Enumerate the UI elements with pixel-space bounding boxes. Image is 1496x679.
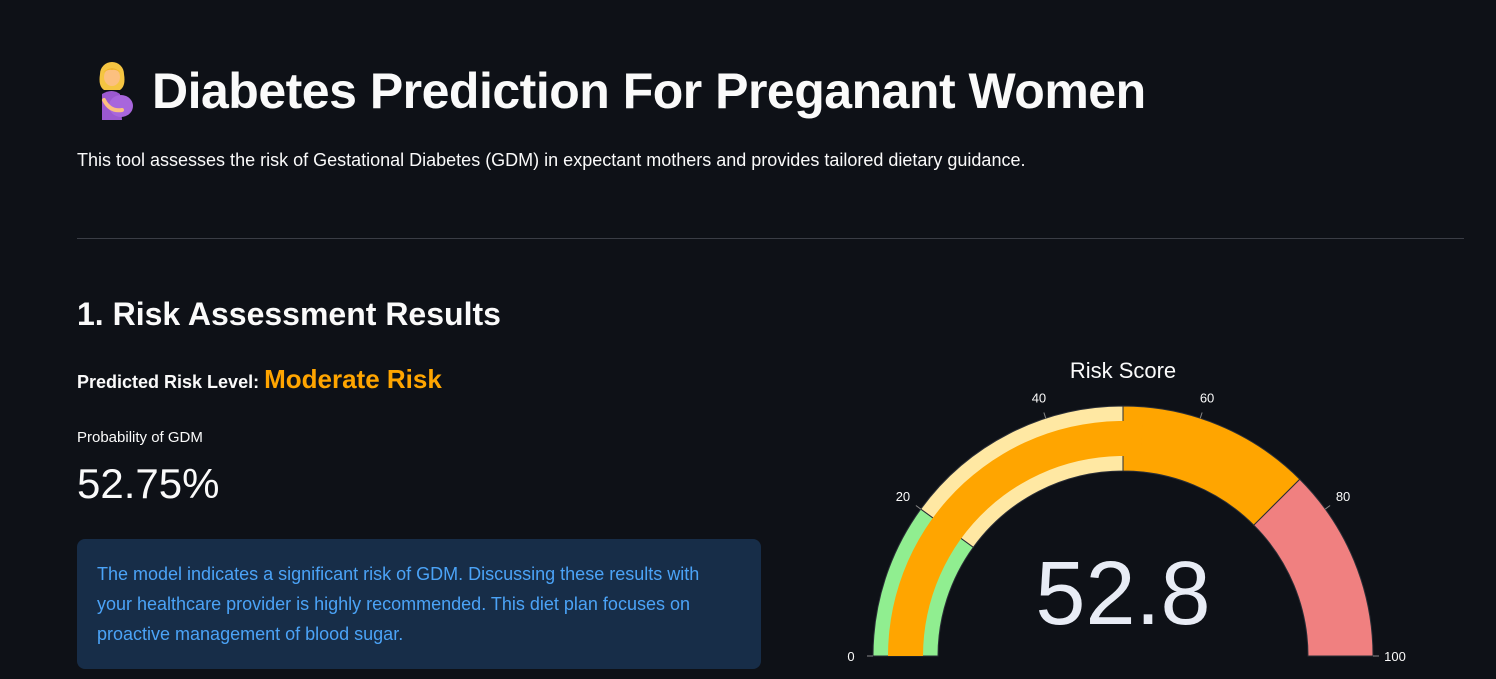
gauge-value-bar: [888, 421, 1144, 656]
section-heading: 1. Risk Assessment Results: [77, 296, 501, 332]
gauge-tick-40: [1043, 412, 1047, 419]
pregnant-woman-icon: [99, 62, 133, 120]
metric-value: 52.75%: [77, 460, 220, 507]
gauge-tick-20: [915, 505, 922, 510]
title-row: Diabetes Prediction For Preganant Women: [88, 60, 1146, 122]
risk-level-row: Predicted Risk Level: Moderate Risk: [77, 364, 442, 395]
gauge-tick-label-60: 60: [1200, 390, 1214, 405]
divider: [77, 238, 1464, 239]
gauge-title: Risk Score: [1070, 358, 1176, 383]
gauge-tick-label-80: 80: [1336, 489, 1350, 504]
risk-gauge-svg: Risk Score 0 20 40 60 80 100 52.8: [847, 358, 1405, 664]
gauge-ticks: 0 20 40 60 80 100: [847, 390, 1405, 664]
page-title: Diabetes Prediction For Preganant Women: [152, 63, 1146, 119]
risk-level-value: Moderate Risk: [264, 364, 442, 394]
info-alert: The model indicates a significant risk o…: [77, 539, 761, 669]
risk-gauge-chart: Risk Score 0 20 40 60 80 100 52.8: [840, 350, 1420, 679]
gauge-tick-label-0: 0: [847, 649, 854, 664]
info-alert-text: The model indicates a significant risk o…: [97, 564, 700, 644]
gauge-value: 52.8: [1035, 544, 1210, 644]
gauge-tick-label-40: 40: [1032, 390, 1046, 405]
page-subtitle: This tool assesses the risk of Gestation…: [77, 150, 1026, 170]
metric-label: Probability of GDM: [77, 429, 203, 446]
gauge-tick-label-20: 20: [896, 489, 910, 504]
gauge-tick-80: [1324, 505, 1331, 510]
gauge-tick-60: [1199, 412, 1203, 419]
gauge-bar: [888, 421, 1144, 656]
risk-level-label: Predicted Risk Level:: [77, 372, 260, 392]
gauge-tick-label-100: 100: [1384, 649, 1406, 664]
